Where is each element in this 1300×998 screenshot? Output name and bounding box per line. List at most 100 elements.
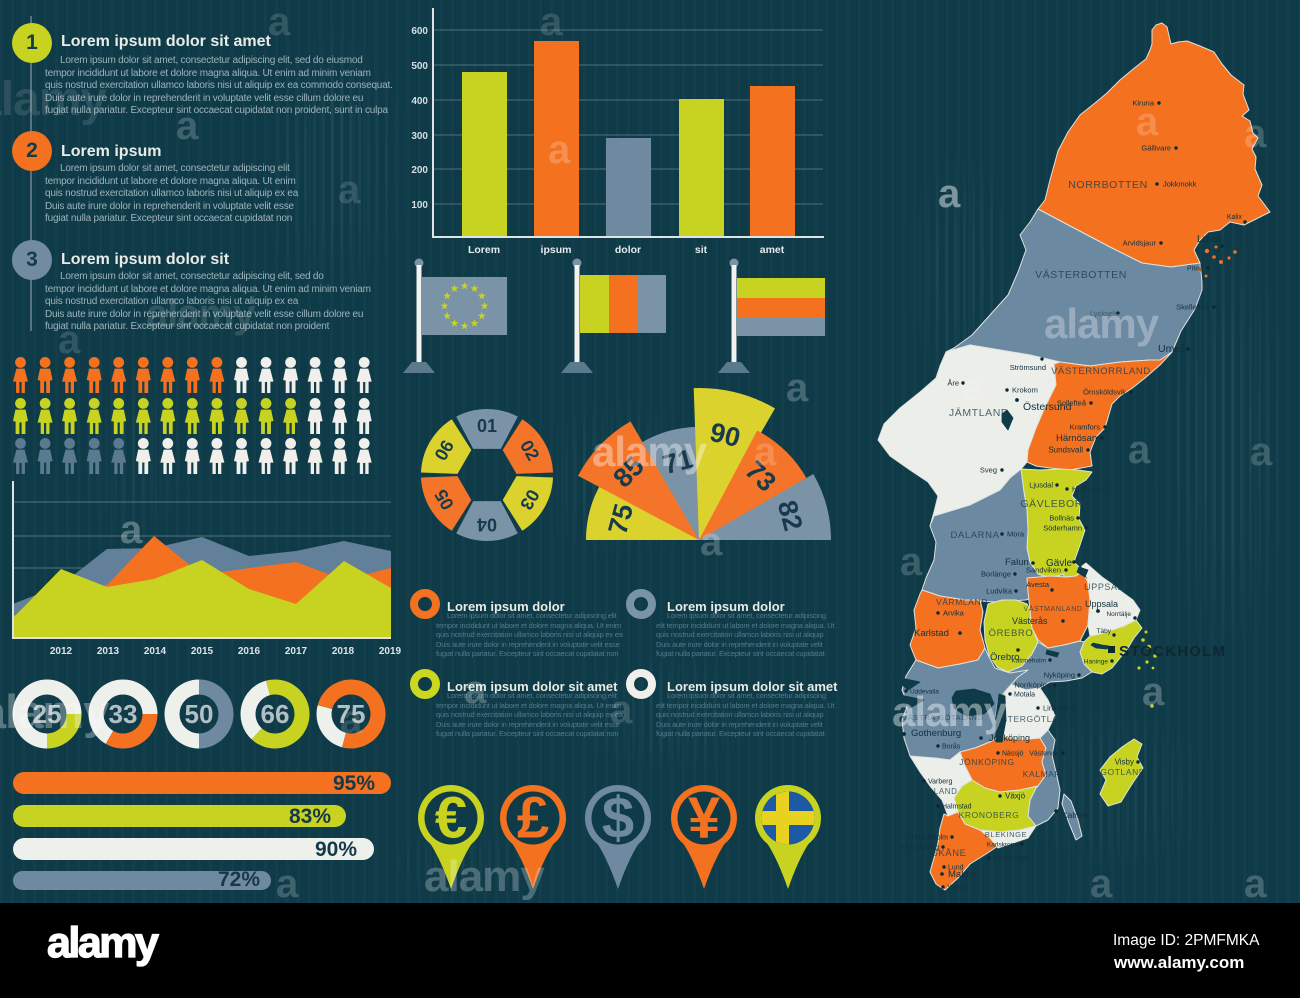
svg-text:¥: ¥: [688, 786, 720, 851]
svg-text:Motala: Motala: [1014, 692, 1035, 699]
svg-text:04: 04: [477, 514, 497, 534]
svg-text:Örebro: Örebro: [990, 652, 1020, 663]
svg-text:Visby: Visby: [1115, 758, 1134, 767]
svg-text:Arvika: Arvika: [943, 609, 965, 618]
svg-text:Haninge: Haninge: [1084, 659, 1109, 666]
svg-text:KALMAR: KALMAR: [1023, 769, 1062, 779]
svg-text:50: 50: [185, 699, 214, 729]
svg-text:100: 100: [411, 200, 428, 211]
svg-text:Nyköping: Nyköping: [1044, 671, 1075, 680]
svg-text:Lycksele: Lycksele: [1090, 309, 1119, 318]
svg-text:Nässjö: Nässjö: [1002, 751, 1024, 758]
svg-text:Norrtälje: Norrtälje: [1106, 611, 1131, 618]
svg-text:Hudiksvall: Hudiksvall: [1072, 485, 1107, 494]
svg-text:VÄSTMANLAND: VÄSTMANLAND: [1023, 605, 1082, 613]
svg-text:Ludvika: Ludvika: [986, 587, 1013, 596]
svg-text:Karlstad: Karlstad: [914, 628, 949, 639]
svg-text:Katrineholm: Katrineholm: [1011, 658, 1046, 665]
svg-text:82: 82: [772, 497, 809, 534]
svg-text:DALARNA: DALARNA: [950, 530, 999, 541]
svg-text:VÄRMLAND: VÄRMLAND: [936, 597, 988, 607]
svg-text:ÖSTERGÖTLAND: ÖSTERGÖTLAND: [994, 714, 1072, 724]
svg-text:GÄVLEBORG: GÄVLEBORG: [1020, 498, 1091, 510]
svg-text:Norrköping: Norrköping: [1014, 681, 1051, 690]
svg-text:Borlänge: Borlänge: [981, 570, 1011, 579]
svg-text:Borås: Borås: [942, 743, 961, 751]
svg-text:Västervik: Västervik: [1029, 751, 1058, 758]
svg-text:amet: amet: [760, 244, 785, 256]
svg-text:£: £: [517, 786, 549, 851]
svg-text:Uddevalla: Uddevalla: [910, 689, 939, 696]
svg-text:Skellefteå: Skellefteå: [1176, 303, 1210, 312]
svg-text:200: 200: [411, 165, 428, 176]
svg-text:Åre: Åre: [947, 379, 959, 388]
svg-text:Piteå: Piteå: [1187, 265, 1203, 273]
svg-text:2012: 2012: [50, 646, 73, 657]
svg-text:Härnösand: Härnösand: [1056, 433, 1102, 444]
svg-text:UPPSALA: UPPSALA: [1084, 582, 1130, 592]
svg-text:KRONOBERG: KRONOBERG: [959, 810, 1020, 820]
svg-text:STOCKHOLM: STOCKHOLM: [1119, 643, 1226, 660]
svg-text:Karlskrona: Karlskrona: [987, 842, 1018, 849]
svg-text:Sollefteå: Sollefteå: [1057, 399, 1087, 408]
svg-text:Helsingborg: Helsingborg: [902, 845, 939, 852]
svg-text:Kristianstad: Kristianstad: [993, 856, 1030, 863]
svg-text:Jönköping: Jönköping: [989, 733, 1030, 743]
svg-text:600: 600: [411, 26, 428, 37]
svg-text:Sandviken: Sandviken: [1026, 566, 1061, 575]
svg-text:Lorem: Lorem: [468, 244, 500, 256]
svg-text:SKÅNE: SKÅNE: [931, 848, 966, 859]
svg-text:25: 25: [33, 699, 62, 729]
svg-text:$: $: [602, 786, 634, 851]
svg-text:Gällivare: Gällivare: [1141, 144, 1171, 153]
svg-text:Lund: Lund: [948, 865, 964, 872]
svg-text:Linköping: Linköping: [1043, 704, 1075, 713]
svg-text:71: 71: [660, 443, 697, 480]
svg-text:Luleå: Luleå: [1197, 233, 1222, 245]
svg-text:ÖREBRO: ÖREBRO: [989, 628, 1034, 639]
svg-text:ipsum: ipsum: [541, 244, 572, 256]
svg-text:Västerås: Västerås: [1012, 616, 1048, 626]
svg-text:Arvidsjaur: Arvidsjaur: [1123, 239, 1157, 248]
svg-text:Kiruna: Kiruna: [1132, 99, 1155, 108]
svg-text:Kalix: Kalix: [1227, 214, 1243, 221]
svg-text:JÄMTLAND: JÄMTLAND: [949, 407, 1009, 419]
svg-text:Mora: Mora: [1007, 530, 1025, 539]
svg-text:Varberg: Varberg: [928, 779, 952, 786]
svg-text:Söderhamn: Söderhamn: [1043, 524, 1082, 533]
svg-text:Avesta: Avesta: [1026, 580, 1050, 589]
svg-text:Kramfors: Kramfors: [1070, 423, 1101, 432]
svg-text:300: 300: [411, 131, 428, 142]
svg-text:€: €: [435, 786, 467, 851]
svg-text:01: 01: [477, 416, 497, 436]
svg-text:Halmstad: Halmstad: [942, 804, 972, 811]
svg-text:2017: 2017: [285, 646, 308, 657]
svg-text:VÄSTRA GÖTALAND: VÄSTRA GÖTALAND: [902, 713, 983, 722]
svg-text:Sveg: Sveg: [980, 466, 997, 475]
svg-text:JÖNKÖPING: JÖNKÖPING: [959, 757, 1014, 767]
svg-text:Örnsköldsvik: Örnsköldsvik: [1083, 388, 1126, 397]
svg-text:BLEKINGE: BLEKINGE: [985, 830, 1027, 839]
svg-text:Gothenburg: Gothenburg: [911, 728, 961, 739]
svg-text:Bollnäs: Bollnäs: [1049, 514, 1074, 523]
svg-text:2018: 2018: [332, 646, 355, 657]
svg-text:Hässleholm: Hässleholm: [911, 835, 948, 842]
svg-text:GOTLAND: GOTLAND: [1100, 767, 1145, 777]
svg-text:2016: 2016: [238, 646, 261, 657]
svg-text:VÄSTERBOTTEN: VÄSTERBOTTEN: [1035, 269, 1127, 281]
svg-text:2014: 2014: [144, 646, 167, 657]
svg-text:Umeå: Umeå: [1158, 343, 1186, 355]
svg-text:Sundsvall: Sundsvall: [1048, 446, 1083, 455]
svg-text:90: 90: [707, 417, 743, 453]
svg-text:Jokkmokk: Jokkmokk: [1163, 180, 1197, 189]
svg-text:75: 75: [337, 699, 366, 729]
svg-text:Uppsala: Uppsala: [1085, 599, 1118, 609]
svg-text:Falun: Falun: [1005, 557, 1029, 568]
svg-text:2015: 2015: [191, 646, 214, 657]
svg-text:66: 66: [261, 699, 290, 729]
svg-text:400: 400: [411, 96, 428, 107]
svg-text:Strömsund: Strömsund: [1010, 363, 1046, 372]
svg-text:Kalmar: Kalmar: [1062, 810, 1089, 820]
svg-text:NORRBOTTEN: NORRBOTTEN: [1068, 179, 1148, 191]
svg-text:sit: sit: [695, 244, 708, 256]
